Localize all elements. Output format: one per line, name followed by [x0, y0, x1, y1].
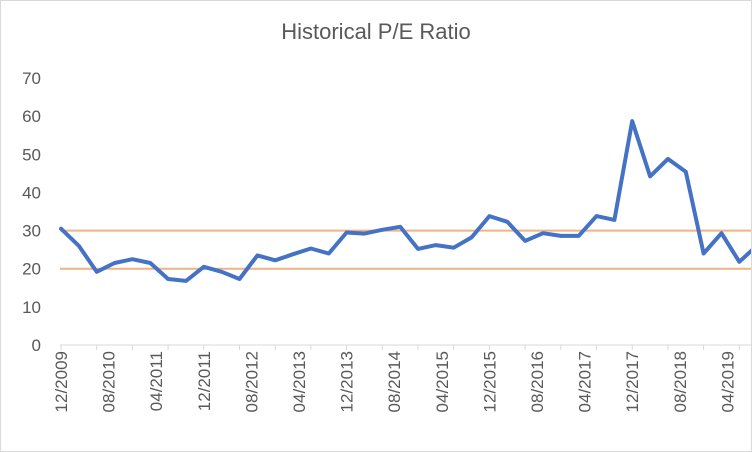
x-tick-label: 08/2018 — [671, 351, 690, 412]
x-tick-label: 12/2013 — [338, 351, 357, 412]
y-tick-label: 60 — [22, 107, 41, 126]
x-tick-label: 04/2011 — [147, 351, 166, 411]
pe-ratio-line — [59, 119, 751, 283]
y-tick-label: 0 — [32, 336, 41, 355]
y-tick-label: 10 — [22, 298, 41, 317]
x-tick-label: 04/2019 — [718, 351, 737, 412]
x-tick-label: 08/2016 — [528, 351, 547, 412]
y-tick-label: 50 — [22, 145, 41, 164]
x-tick-label: 08/2014 — [385, 351, 404, 412]
x-tick-label: 08/2010 — [100, 351, 119, 412]
y-tick-label: 70 — [22, 69, 41, 88]
y-tick-label: 30 — [22, 222, 41, 241]
x-tick-label: 12/2015 — [480, 351, 499, 412]
y-tick-label: 20 — [22, 260, 41, 279]
x-tick-label: 08/2012 — [242, 351, 261, 412]
x-tick-label: 04/2013 — [290, 351, 309, 412]
x-tick-label: 12/2009 — [52, 351, 71, 412]
x-tick-label: 04/2015 — [433, 351, 452, 412]
x-tick-label: 12/2017 — [623, 351, 642, 412]
x-tick-label: 12/2011 — [195, 351, 214, 411]
y-tick-label: 40 — [22, 183, 41, 202]
chart-title: Historical P/E Ratio — [281, 19, 471, 44]
x-tick-label: 04/2017 — [576, 351, 595, 412]
